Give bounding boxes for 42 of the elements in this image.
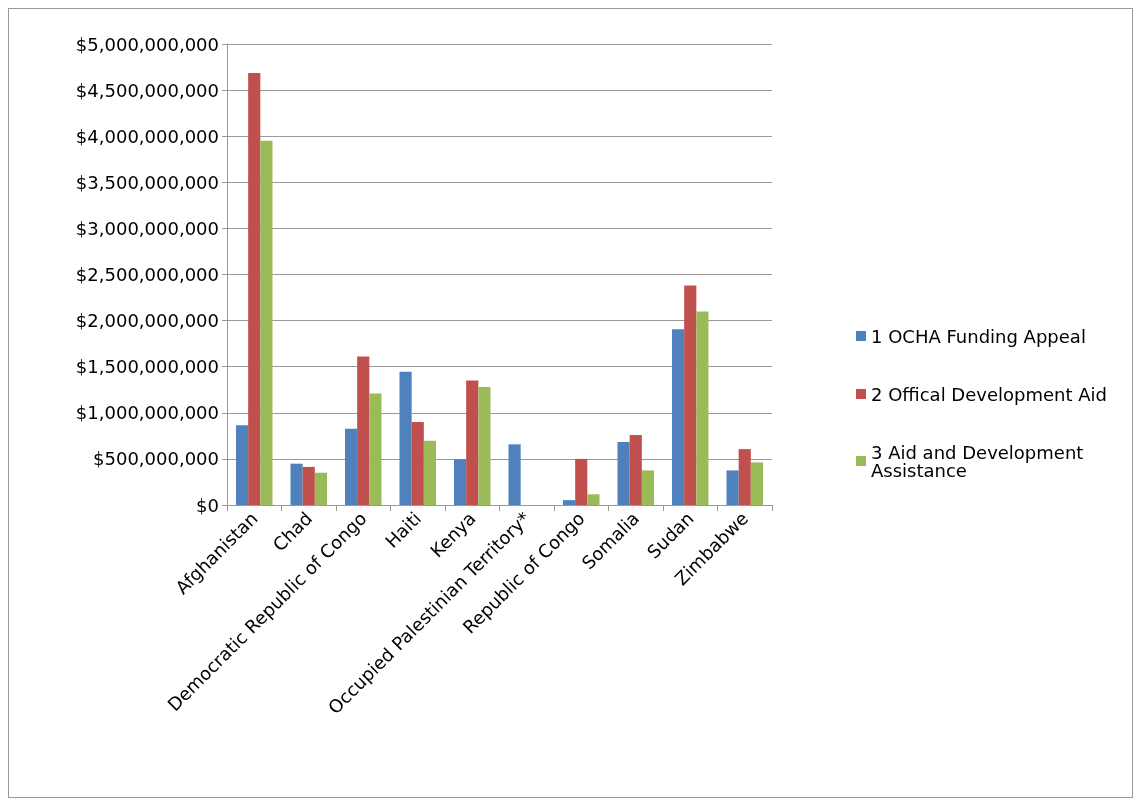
bar: [466, 380, 479, 505]
y-tick-label: $5,000,000,000: [75, 33, 219, 55]
bar: [562, 500, 576, 505]
bar: [369, 393, 382, 505]
bar: [508, 444, 521, 505]
y-tick-label: $1,000,000,000: [75, 402, 219, 424]
bar: [248, 73, 261, 505]
bar: [696, 311, 709, 505]
y-tick-label: $1,500,000,000: [75, 356, 219, 378]
y-tick-label: $500,000,000: [93, 448, 219, 470]
bar: [235, 425, 249, 505]
bar: [629, 434, 642, 505]
bar: [357, 356, 370, 505]
legend-label: 3 Aid and Development Assistance: [870, 441, 1090, 481]
bar: [684, 285, 697, 505]
bar: [453, 459, 467, 505]
bar: [641, 470, 655, 505]
y-tick-label: $2,000,000,000: [75, 310, 219, 332]
bar: [726, 470, 739, 505]
y-tick-label: $4,000,000,000: [75, 125, 219, 147]
bar: [738, 449, 751, 505]
y-tick-label: $4,500,000,000: [75, 79, 219, 101]
y-tick-label: $3,000,000,000: [75, 217, 219, 239]
bar: [314, 472, 328, 505]
bar: [302, 466, 315, 505]
legend-label: 1 OCHA Funding Appeal: [870, 325, 1086, 347]
bar: [399, 371, 412, 505]
legend-label: 2 Offical Development Aid: [870, 383, 1107, 405]
bar: [750, 462, 764, 505]
bar: [575, 458, 588, 505]
bar: [478, 386, 491, 505]
bar: [587, 494, 600, 505]
y-tick-label: $3,500,000,000: [75, 171, 219, 193]
bar: [290, 463, 303, 505]
bar: [344, 428, 358, 505]
bar: [671, 329, 685, 505]
bar: [423, 440, 437, 505]
bar: [411, 422, 424, 505]
bar: [617, 442, 630, 505]
y-tick-label: $0: [196, 494, 219, 516]
y-tick-label: $2,500,000,000: [75, 264, 219, 285]
bar: [260, 140, 273, 505]
